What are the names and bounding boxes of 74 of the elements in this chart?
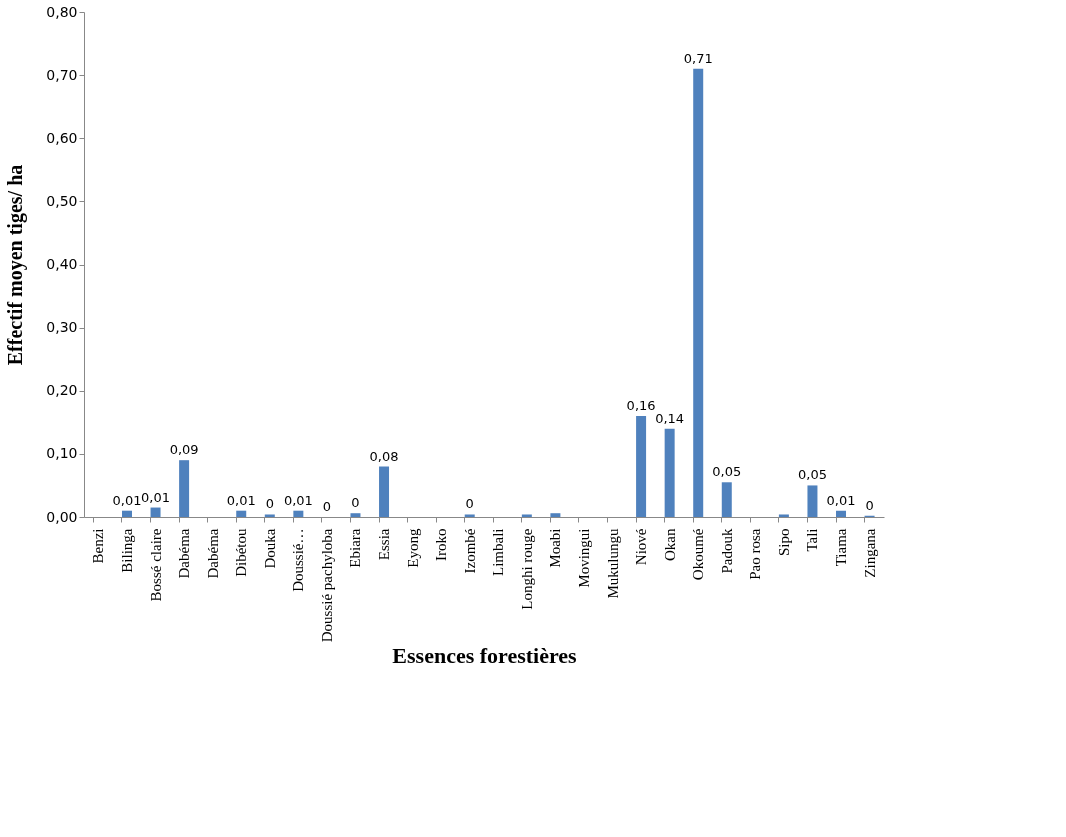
x-tick-label: Tali [804,528,821,552]
x-tick-label: Pao rosa [747,528,764,580]
data-label: 0,71 [683,50,713,66]
x-tick-label: Bossé claire [147,528,164,602]
y-tick-label: 0,40 [46,256,78,272]
x-axis-title: Essences forestières [392,643,578,669]
y-tick-label: 0,30 [46,319,78,336]
x-tick-label: Okan [661,528,678,561]
data-label: 0 [351,495,360,511]
x-tick-label: Dibétou [233,528,250,577]
x-tick-label: Tiama [833,528,850,567]
bar [664,428,675,517]
data-label: 0,16 [626,398,656,413]
bar [636,416,647,517]
data-label: 0,01 [226,492,256,508]
x-tick-label: Essia [376,528,393,561]
x-tick-label: Longhi rouge [518,528,535,610]
data-label: 0,01 [283,492,313,508]
y-tick-label: 0,50 [46,192,78,209]
data-label: 0,14 [655,410,685,426]
bar [807,485,818,517]
data-label: 0 [465,496,474,512]
data-label: 0,08 [369,448,399,464]
x-tick-label: Mukulungu [604,528,621,599]
data-label: 0 [865,497,874,513]
y-tick-label: 0,60 [46,129,78,146]
data-label: 0 [322,499,332,514]
y-tick-label: 0,20 [46,382,78,399]
x-tick-label: Moabi [547,528,564,568]
x-tick-label: Padouk [718,528,735,574]
x-tick-label: Movingui [575,528,592,588]
bar [293,510,304,517]
x-tick-label: Niové [633,528,650,566]
data-label: 0,09 [169,442,199,458]
x-tick-label: Eyong [404,528,421,568]
y-tick-label: 0,10 [46,445,78,462]
x-tick-label: Izombé [461,528,478,574]
y-tick-label: 0,70 [46,66,78,83]
data-label: 0,01 [141,489,171,505]
data-label: 0,01 [826,492,856,508]
data-label: 0,01 [112,492,142,508]
x-tick-label: Benzi [90,528,107,564]
x-tick-label: Doussié… [290,528,307,592]
data-label: 0 [265,496,274,512]
data-label: 0,05 [797,467,827,483]
x-tick-label: Douka [261,528,278,569]
bar [464,514,475,517]
bar [550,513,561,517]
bar [521,514,532,517]
bar [179,460,190,517]
x-tick-label: Limbali [490,528,507,576]
x-tick-label: Ebiara [347,528,364,568]
bar [350,513,361,517]
y-tick-label: 0,80 [46,3,78,20]
x-tick-label: Sipo [775,528,792,557]
bar [236,510,247,517]
bar [121,510,132,517]
x-tick-label: Dabéma [204,528,221,579]
bar [721,482,732,517]
bar [836,510,847,517]
y-axis-title: Effectif moyen tiges/ ha [4,164,28,366]
x-tick-label: Zingana [861,528,878,578]
y-tick-label: 0,00 [46,508,78,525]
bar [150,507,161,517]
bar [778,514,789,517]
x-tick-label: Dabéma [176,528,193,579]
bar [379,466,390,517]
x-tick-label: Iroko [433,528,450,561]
x-tick-label: Okoumé [690,528,707,581]
bar [693,68,704,517]
x-tick-label: Bilinga [118,528,135,573]
bar [264,514,275,517]
data-label: 0,05 [712,464,742,480]
x-tick-label: Doussié pachyloba [318,528,335,643]
